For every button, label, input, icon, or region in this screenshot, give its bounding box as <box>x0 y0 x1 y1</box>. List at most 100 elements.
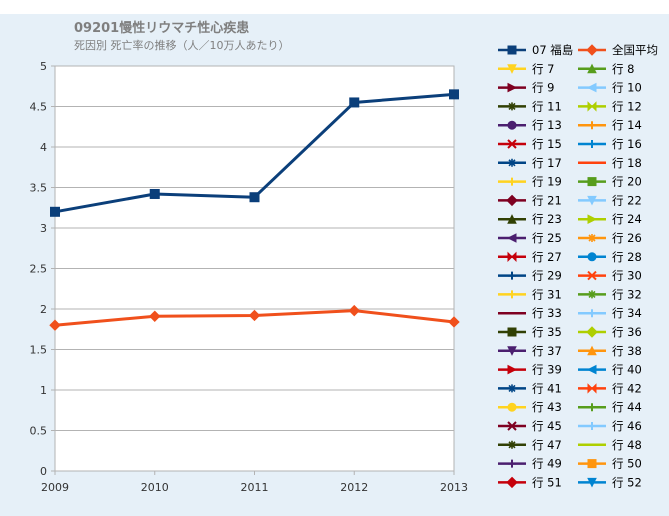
legend-item: 行 49 <box>498 457 562 471</box>
legend-item: 行 27 <box>498 250 562 264</box>
series-fukushima <box>50 89 459 217</box>
legend-item: 行 34 <box>578 306 642 320</box>
y-tick-label: 4.5 <box>30 101 48 114</box>
data-point <box>149 188 160 199</box>
axes: 0 0.5 1 1.5 2 2.5 3 3.5 4 4.5 5 2009 2010 2011 2012 201… <box>30 60 469 494</box>
legend-marker <box>507 139 517 149</box>
legend-label: 行 42 <box>612 381 642 395</box>
legend-marker <box>508 158 516 167</box>
legend-label: 行 50 <box>612 457 642 471</box>
legend-marker <box>508 102 516 111</box>
legend-label: 行 23 <box>532 212 562 226</box>
legend-marker <box>507 402 517 412</box>
legend-item: 行 38 <box>578 344 642 358</box>
legend-label: 行 40 <box>612 363 642 377</box>
legend-label: 行 51 <box>532 475 562 489</box>
y-tick-label: 3.5 <box>30 182 48 195</box>
legend-marker <box>508 384 516 393</box>
x-tick-label: 2011 <box>241 481 269 494</box>
legend-label: 行 38 <box>612 344 642 358</box>
legend-marker <box>586 82 597 93</box>
legend-label: 行 26 <box>612 231 642 245</box>
legend-item: 行 15 <box>498 137 562 151</box>
legend-item: 行 51 <box>498 475 562 489</box>
legend-label: 行 8 <box>612 62 634 76</box>
legend-label: 行 39 <box>532 363 562 377</box>
legend-label: 行 41 <box>532 381 562 395</box>
legend-item: 行 44 <box>578 400 642 414</box>
legend-label: 行 49 <box>532 457 562 471</box>
legend-marker <box>508 459 516 468</box>
legend-item: 行 30 <box>578 269 642 283</box>
legend-item: 行 29 <box>498 269 562 283</box>
legend-marker <box>588 234 596 242</box>
legend-marker <box>507 45 517 55</box>
legend-item: 行 7 <box>498 62 554 76</box>
legend-item: 行 39 <box>498 363 562 377</box>
legend-marker <box>588 422 596 430</box>
data-point <box>249 192 260 203</box>
legend-marker <box>587 214 598 225</box>
legend-label: 行 32 <box>612 287 642 301</box>
chart-subtitle: 死因別 死亡率の推移（人／10万人あたり） <box>74 38 290 52</box>
data-point <box>348 304 360 317</box>
x-tick-label: 2013 <box>440 481 468 494</box>
legend-marker <box>588 140 596 148</box>
legend-label: 行 27 <box>532 250 562 264</box>
legend-marker <box>587 345 597 356</box>
legend-label: 行 43 <box>532 400 562 414</box>
legend-marker <box>587 477 597 488</box>
legend-item: 行 37 <box>498 344 562 358</box>
legend-label: 行 47 <box>532 438 562 452</box>
legend-marker <box>588 290 596 299</box>
line-chart: 09201慢性リウマチ性心疾患 死因別 死亡率の推移（人／10万人あたり） 00… <box>30 20 659 494</box>
legend-item: 行 40 <box>578 363 642 377</box>
legend-label: 行 45 <box>532 419 562 433</box>
legend-item: 行 47 <box>498 438 562 452</box>
y-tick-label: 4 <box>40 141 47 154</box>
legend-label: 行 33 <box>532 306 562 320</box>
y-tick-label: 0.5 <box>30 425 48 438</box>
legend-marker <box>587 270 597 281</box>
legend-marker <box>587 63 597 74</box>
series-group <box>49 89 460 331</box>
legend-item: 行 17 <box>498 156 562 170</box>
legend-label: 行 12 <box>612 99 642 113</box>
legend-label: 行 37 <box>532 344 562 358</box>
legend-label: 行 28 <box>612 250 642 264</box>
data-point <box>50 206 60 217</box>
legend-marker <box>508 177 516 186</box>
legend-item: 行 36 <box>578 325 642 339</box>
legend-label: 行 25 <box>532 231 562 245</box>
y-tick-label: 2 <box>40 303 47 316</box>
legend-label: 07 福島 <box>532 43 573 57</box>
legend-label: 行 48 <box>612 438 642 452</box>
legend-label: 行 31 <box>532 287 562 301</box>
legend-label: 行 11 <box>532 99 562 113</box>
legend-label: 行 20 <box>612 175 642 189</box>
legend-marker <box>508 440 516 449</box>
data-point <box>349 97 360 108</box>
legend-item: 行 23 <box>498 212 562 226</box>
legend-marker <box>507 214 517 224</box>
legend-marker <box>507 364 518 375</box>
legend-marker <box>507 82 518 93</box>
legend-marker <box>506 476 518 489</box>
legend-marker <box>507 327 517 337</box>
legend-label: 全国平均 <box>612 43 658 57</box>
legend-item: 行 50 <box>578 457 642 471</box>
data-point <box>449 89 459 100</box>
data-point <box>149 310 161 322</box>
legend-item: 行 13 <box>498 118 562 132</box>
legend-item: 行 19 <box>498 175 562 189</box>
legend-item: 全国平均 <box>578 43 658 57</box>
legend-item: 行 46 <box>578 419 642 433</box>
legend-marker <box>507 346 517 356</box>
legend-label: 行 9 <box>532 81 554 95</box>
y-tick-label: 1 <box>40 384 47 397</box>
legend-item: 行 18 <box>578 156 642 170</box>
legend-marker <box>508 271 516 280</box>
legend-label: 行 21 <box>532 193 562 207</box>
legend-item: 行 22 <box>578 193 642 207</box>
